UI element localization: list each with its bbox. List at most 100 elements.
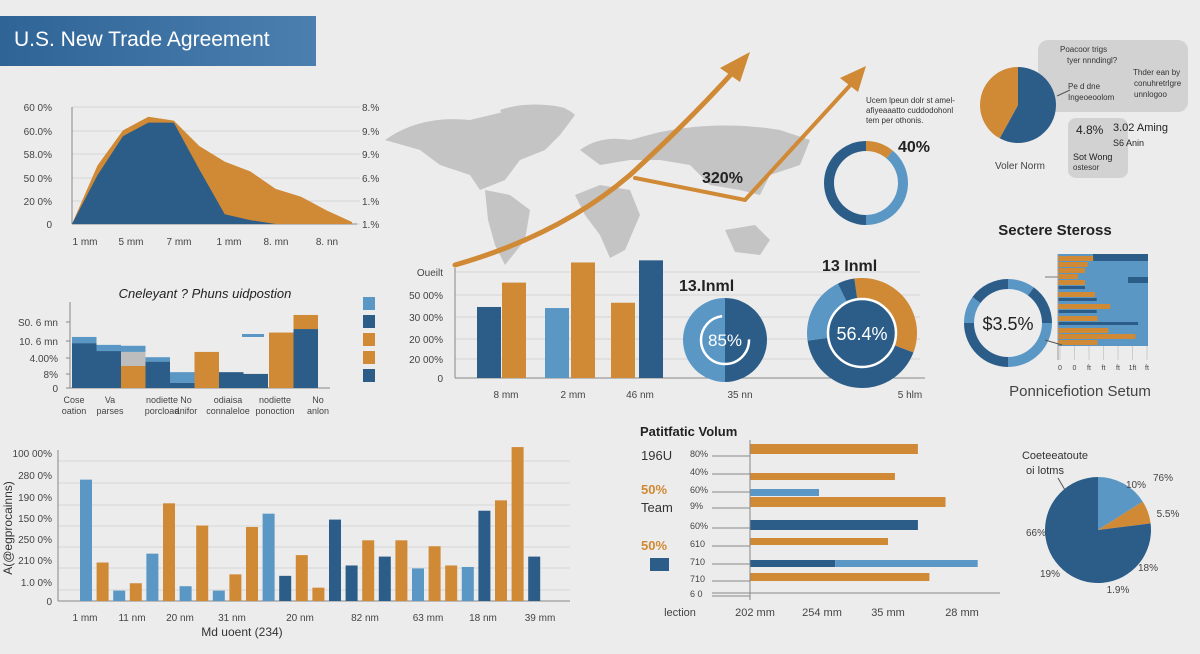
y-tick-label: 60 0% xyxy=(24,103,52,114)
x-tick-label: odiaisa xyxy=(214,395,243,405)
callout-text: Ingeoeoolom xyxy=(1068,93,1115,102)
x-tick-label: 8 mm xyxy=(494,390,519,401)
small-box-text: ostesor xyxy=(1073,163,1100,172)
bar xyxy=(113,590,126,601)
x-tick-label: 46 nm xyxy=(626,390,654,401)
pie-value-label: 10% xyxy=(1126,480,1146,491)
center-label: $3.5% xyxy=(982,314,1033,334)
side-label: 50% xyxy=(641,538,667,553)
bar xyxy=(835,560,978,567)
x-tick-label: ft xyxy=(1102,365,1106,372)
bar xyxy=(362,540,375,601)
bar xyxy=(1058,280,1085,285)
notes: Ucem lpeun dolr st amel-afiyeaaatto cudd… xyxy=(866,40,1188,178)
pie-slice xyxy=(1045,477,1151,583)
bar xyxy=(750,444,918,454)
pie-slice xyxy=(999,67,1057,143)
chart-title: 13.Inml xyxy=(679,278,734,295)
x-tick-label: 5 hlm xyxy=(898,390,922,401)
pie-slice xyxy=(824,141,866,225)
x-tick-label: 7 mm xyxy=(167,237,192,248)
legend-swatch xyxy=(650,558,669,571)
bar xyxy=(445,565,458,601)
legend-swatch xyxy=(363,333,375,346)
y-tick-label: 20 0% xyxy=(24,197,52,208)
note-text: Ucem lpeun dolr st amel- xyxy=(866,96,955,105)
legend-swatch xyxy=(363,297,375,310)
y-tick-label-right: 1.% xyxy=(362,220,379,231)
bar xyxy=(1058,262,1088,267)
x-tick-label: 63 mm xyxy=(413,613,444,624)
callout-text: Thder ean by xyxy=(1133,68,1180,77)
bar-marker xyxy=(242,334,264,337)
bar xyxy=(1058,310,1097,313)
y-tick-label: 0 xyxy=(46,220,52,231)
bar xyxy=(163,503,175,601)
x-tick-label: 2 mm xyxy=(561,390,586,401)
x-tick-label: No xyxy=(180,395,192,405)
pie-value-label: 18% xyxy=(1138,563,1158,574)
side-value: 3.02 Aming xyxy=(1113,122,1168,134)
bar-segment xyxy=(269,332,294,388)
y-tick-label: 280 0% xyxy=(18,471,52,482)
y-tick-label: 0 xyxy=(46,597,52,608)
bar xyxy=(502,282,526,378)
callout-text: tyer nnndingl? xyxy=(1067,56,1118,65)
bar-segment xyxy=(219,372,244,388)
charts: 60 0% 8.% 60.0% 9.% 58.0% 9.% 50 0% 6.% 20 0% 1.%… xyxy=(1,67,1180,639)
chart-caption: Ponnicefiotion Setum xyxy=(1009,383,1151,400)
bar xyxy=(750,473,895,480)
bar-segment xyxy=(170,372,195,383)
bar-segment xyxy=(72,343,97,388)
x-tick-label: lection xyxy=(664,607,696,619)
bar xyxy=(312,587,325,601)
x-tick-label: 35 mm xyxy=(871,607,905,619)
bar xyxy=(378,556,391,601)
bar xyxy=(96,562,109,601)
x-tick-label: 0 xyxy=(1073,365,1077,372)
small-box xyxy=(1068,118,1128,178)
bar xyxy=(1058,304,1111,309)
x-tick-label: 1ft xyxy=(1129,365,1137,372)
pie-slice xyxy=(972,279,1008,304)
y-tick-label: 50 00% xyxy=(409,291,443,302)
x-tick-label: 254 mm xyxy=(802,607,842,619)
x-tick-label: 18 nm xyxy=(469,613,497,624)
x-tick-label: 8. nn xyxy=(316,237,338,248)
growth-arrow-secondary xyxy=(633,78,857,203)
x-tick-label: nodiette xyxy=(259,395,291,405)
leader-line xyxy=(1044,339,1063,346)
x-tick-label: 35 nn xyxy=(727,390,752,401)
chart-title: 13 Inml xyxy=(822,258,877,275)
bar xyxy=(295,555,308,601)
x-tick-label: oation xyxy=(62,406,87,416)
y-tick-label-right: 6.% xyxy=(362,174,379,185)
bar xyxy=(750,560,836,567)
x-tick-label: 39 mm xyxy=(525,613,556,624)
bar-segment xyxy=(121,366,146,388)
row-label: 6 0 xyxy=(690,589,703,599)
legend-swatch xyxy=(363,351,375,364)
bar xyxy=(196,525,209,601)
x-tick-label: 1 mm xyxy=(73,613,98,624)
bar xyxy=(1093,254,1148,261)
callout-text: Poacoor trigs xyxy=(1060,45,1107,54)
bar xyxy=(611,302,635,378)
pie-slice xyxy=(1008,323,1052,367)
y-tick-label: 1.0 0% xyxy=(21,578,52,589)
side-value: S6 Anin xyxy=(1113,138,1144,148)
bar xyxy=(750,573,930,581)
x-tick-label: 28 mm xyxy=(945,607,979,619)
y-tick-label: 10. 6 mn xyxy=(19,337,58,348)
pie-value-label: 66% xyxy=(1026,528,1046,539)
bar xyxy=(395,540,408,601)
y-tick-label-right: 1.% xyxy=(362,197,379,208)
chart-subtitle: oi lotms xyxy=(1026,465,1064,477)
small-box-text: Sot Wong xyxy=(1073,152,1112,162)
bar xyxy=(246,527,258,601)
y-tick-label: 60.0% xyxy=(24,127,52,138)
row-label: 60% xyxy=(690,485,708,495)
x-tick-label: ft xyxy=(1145,365,1149,372)
y-tick-label: S0. 6 mn xyxy=(18,318,58,329)
bar xyxy=(1058,268,1085,273)
